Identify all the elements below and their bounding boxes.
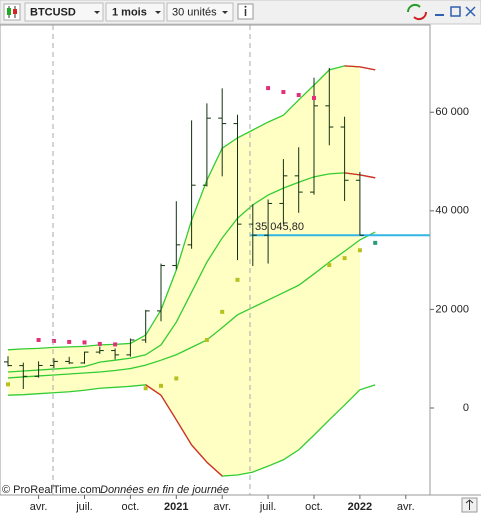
sar-dot: [51, 338, 56, 343]
y-tick-label: 60 000: [435, 106, 469, 118]
sar-dot: [6, 382, 10, 387]
band-line-down: [344, 65, 360, 68]
x-tick-label: avr.: [30, 501, 48, 513]
info-button[interactable]: [237, 3, 254, 20]
x-tick-label: 2021: [164, 501, 188, 513]
y-tick-label: 20 000: [435, 303, 469, 315]
band-fill: [8, 65, 360, 477]
period-selector[interactable]: 1 mois: [105, 2, 165, 22]
sar-dot: [327, 263, 332, 268]
sar-dot: [342, 256, 347, 261]
sar-dot: [159, 383, 163, 388]
sar-dot: [143, 386, 148, 391]
footer-note: Données en fin de journée: [100, 484, 229, 496]
x-tick-label: juil.: [259, 501, 277, 513]
sar-dot: [204, 337, 209, 342]
sar-dot: [235, 277, 240, 282]
sar-dot: [281, 90, 286, 95]
symbol: BTCUSD: [30, 6, 76, 18]
sar-dot: [174, 376, 179, 381]
band-line: [7, 231, 376, 379]
plot: 35 045,80: [4, 65, 430, 477]
units-selector[interactable]: 30 unités: [166, 2, 234, 22]
axes: 0 20 000 40 000 60 000 avr. juil. oct. 2021 avr.…: [30, 106, 469, 513]
x-tick-label: 2022: [348, 501, 372, 513]
x-tick-label: oct.: [305, 501, 323, 513]
last-price-label: 35 045,80: [255, 221, 304, 233]
sar-dot: [312, 95, 316, 100]
candle-icon[interactable]: [3, 3, 21, 21]
footer-source: © ProRealTime.com: [2, 484, 101, 496]
band-line-down: [206, 461, 223, 477]
band-line-down: [145, 384, 162, 396]
scale-button[interactable]: [461, 497, 478, 513]
symbol-selector[interactable]: BTCUSD: [24, 2, 104, 22]
band-line-down: [344, 172, 360, 176]
sar-dot: [357, 248, 362, 253]
band-line-down: [359, 174, 376, 179]
sar-dot: [220, 309, 225, 314]
maximize-button[interactable]: [450, 6, 461, 17]
close-button[interactable]: [465, 6, 476, 17]
sar-dot: [296, 92, 301, 97]
band-line-down: [160, 394, 177, 421]
band-line-down: [191, 444, 208, 463]
x-tick-label: avr.: [213, 501, 231, 513]
sar-dot: [36, 337, 41, 342]
x-tick-label: oct.: [122, 501, 140, 513]
sar-dot: [373, 240, 378, 245]
sar-dot: [67, 339, 72, 344]
sar-dot: [266, 86, 271, 91]
refresh-button[interactable]: [406, 3, 428, 21]
sar-dot: [113, 342, 118, 347]
sar-dot: [82, 340, 87, 345]
x-tick-label: juil.: [75, 501, 93, 513]
sar-dot: [97, 341, 102, 346]
period: 1 mois: [112, 6, 147, 18]
band-line-down: [359, 66, 376, 71]
band-line-down: [175, 419, 193, 446]
y-tick-label: 0: [463, 402, 469, 414]
units: 30 unités: [172, 6, 217, 18]
y-tick-label: 40 000: [435, 205, 469, 217]
x-tick-label: avr.: [397, 501, 415, 513]
